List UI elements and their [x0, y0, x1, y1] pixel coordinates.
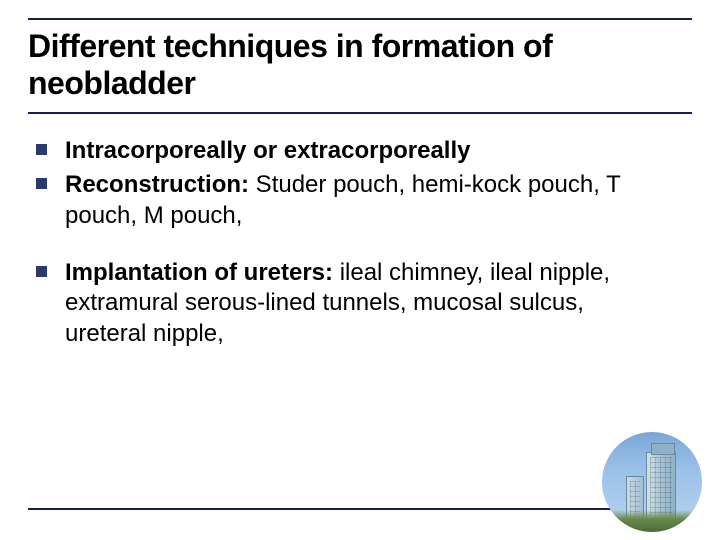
- bullet-list: Intracorporeally or extracorporeally Rec…: [28, 136, 692, 350]
- slide-title: Different techniques in formation of neo…: [28, 28, 692, 102]
- bullet-text: Reconstruction: Studer pouch, hemi-kock …: [65, 170, 655, 231]
- greenery-shape: [602, 510, 702, 532]
- footer-rule: [28, 508, 692, 510]
- bullet-item: Implantation of ureters: ileal chimney, …: [36, 258, 692, 350]
- square-bullet-icon: [36, 178, 47, 189]
- bullet-text: Intracorporeally or extracorporeally: [65, 136, 471, 167]
- slide: Different techniques in formation of neo…: [0, 0, 720, 540]
- title-container: Different techniques in formation of neo…: [28, 18, 692, 114]
- square-bullet-icon: [36, 144, 47, 155]
- corner-photo-icon: [602, 432, 702, 532]
- bullet-bold: Implantation of ureters:: [65, 259, 333, 286]
- square-bullet-icon: [36, 266, 47, 277]
- bullet-item: Reconstruction: Studer pouch, hemi-kock …: [36, 170, 692, 231]
- bullet-bold: Reconstruction:: [65, 171, 249, 198]
- bullet-item: Intracorporeally or extracorporeally: [36, 136, 692, 167]
- bullet-text: Implantation of ureters: ileal chimney, …: [65, 258, 655, 350]
- bullet-bold: Intracorporeally or extracorporeally: [65, 137, 471, 164]
